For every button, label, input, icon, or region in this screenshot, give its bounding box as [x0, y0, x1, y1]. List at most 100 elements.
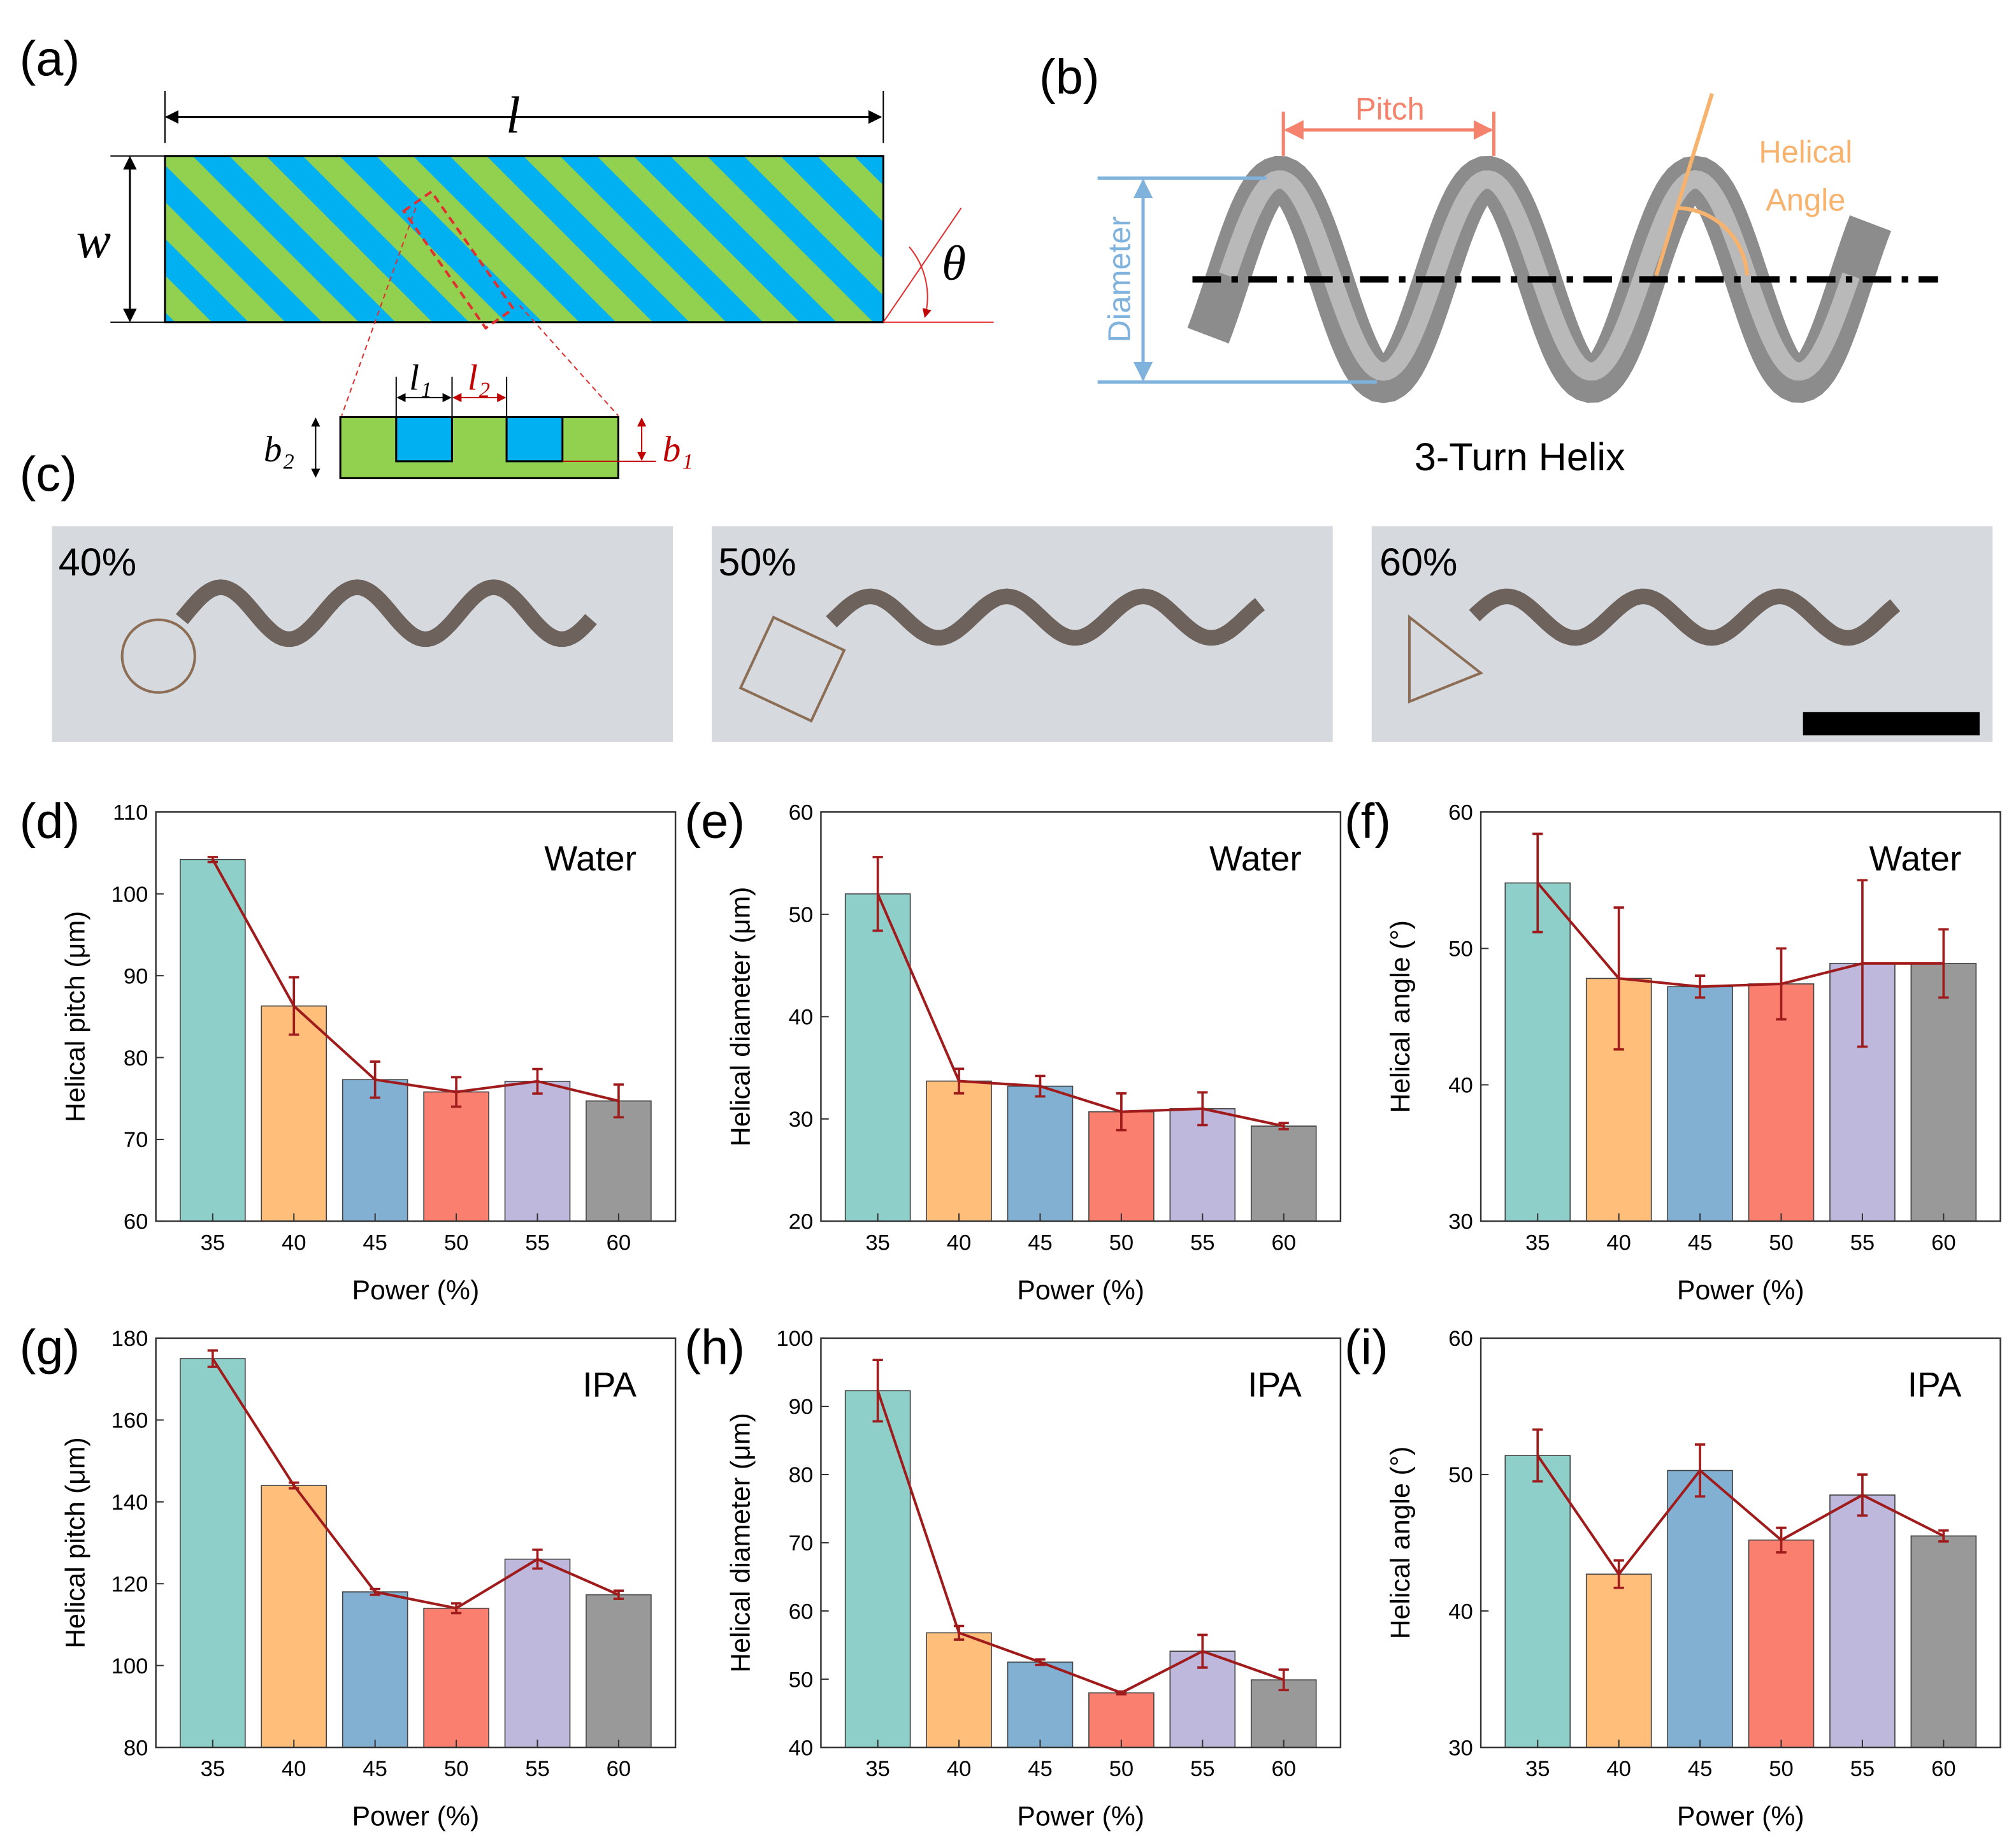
error-bar	[207, 856, 218, 863]
x-tick-label: 60	[607, 1231, 631, 1255]
x-axis-label: Power (%)	[1017, 1275, 1144, 1306]
y-tick-label: 100	[112, 883, 148, 907]
x-tick-label: 40	[947, 1231, 972, 1255]
bar	[926, 1632, 992, 1748]
y-tick-label: 100	[112, 1654, 148, 1679]
x-axis-label: Power (%)	[1017, 1801, 1144, 1831]
helix-image	[176, 579, 597, 647]
error-bar	[1197, 1091, 1208, 1127]
bar	[1585, 1573, 1652, 1748]
error-bar	[613, 1589, 624, 1600]
diagram-a: (a) l w θ l₁ l₂ b₂ b₁	[20, 31, 994, 479]
y-tick-label: 40	[789, 1736, 814, 1760]
strip	[164, 155, 884, 324]
y-tick-label: 30	[1448, 1736, 1473, 1760]
panel-label: (c)	[20, 447, 77, 502]
head	[1408, 614, 1484, 704]
error-bar	[1197, 1633, 1208, 1669]
error-bar	[872, 1359, 883, 1423]
arc	[1675, 206, 1750, 276]
arc	[909, 246, 932, 318]
line	[341, 207, 417, 416]
x-tick-label: 35	[1525, 1231, 1550, 1255]
annotation: IPA	[1248, 1365, 1302, 1404]
x-tick-label: 45	[363, 1231, 387, 1255]
bar	[1504, 1455, 1571, 1748]
y-tick-label: 40	[1448, 1074, 1473, 1098]
y-tick-label: 30	[1448, 1210, 1473, 1234]
x-tick-label: 55	[1190, 1231, 1215, 1255]
y-tick-label: 80	[124, 1736, 148, 1760]
diagram-b: (b) Pitch Helical Angle Diameter 3-Turn …	[1039, 50, 1938, 479]
error-bar	[1938, 1529, 1949, 1543]
x-tick-label: 50	[1109, 1757, 1134, 1781]
x-axis-label: Power (%)	[1677, 1801, 1804, 1831]
scale-bar	[1803, 712, 1980, 735]
y-tick-label: 60	[1448, 1327, 1473, 1351]
panel-label: (h)	[684, 1320, 745, 1375]
y-tick-label: 160	[112, 1409, 148, 1433]
label: b₁	[663, 430, 693, 470]
error-bar	[1776, 947, 1787, 1021]
error-bar	[613, 1083, 624, 1119]
micrographs: (c) 40% 50% 60%	[20, 447, 1993, 742]
x-tick-label: 45	[1028, 1231, 1053, 1255]
x-axis-label: Power (%)	[352, 1275, 479, 1306]
annotation: Water	[544, 839, 637, 878]
axes-frame	[1480, 1337, 2001, 1749]
image-label: 60%	[1379, 540, 1457, 584]
y-tick-label: 50	[789, 903, 814, 927]
y-tick-label: 40	[1448, 1599, 1473, 1624]
bar	[1007, 1085, 1074, 1222]
y-tick-label: 120	[112, 1572, 148, 1596]
panel-label: (a)	[20, 31, 80, 86]
y-axis-label: Helical diameter (μm)	[725, 1413, 756, 1673]
annotation: Water	[1869, 839, 1962, 878]
panel-label: (g)	[20, 1320, 80, 1375]
x-tick-label: 55	[525, 1757, 550, 1781]
error-bar	[1694, 1443, 1706, 1498]
x-tick-label: 50	[444, 1757, 469, 1781]
label: Angle	[1766, 183, 1845, 217]
error-bar	[1532, 832, 1543, 934]
error-bar	[289, 1481, 299, 1490]
line	[1654, 92, 1714, 277]
panel-label: (b)	[1039, 50, 1100, 105]
x-tick-label: 55	[1850, 1231, 1875, 1255]
bar	[342, 1079, 408, 1222]
x-tick-label: 35	[865, 1231, 890, 1255]
x-tick-label: 35	[201, 1757, 226, 1781]
x-tick-label: 60	[1931, 1231, 1956, 1255]
label: b₂	[264, 430, 294, 470]
x-tick-label: 50	[1109, 1231, 1134, 1255]
x-tick-label: 40	[947, 1757, 972, 1781]
cross-section	[339, 415, 619, 479]
y-tick-label: 80	[789, 1463, 814, 1487]
x-tick-label: 60	[1931, 1757, 1956, 1781]
x-tick-label: 45	[363, 1757, 387, 1781]
bar	[844, 1390, 911, 1748]
annotation: Water	[1209, 839, 1302, 878]
line	[882, 207, 962, 323]
trend-line	[212, 858, 619, 1102]
x-tick-label: 40	[1606, 1757, 1631, 1781]
x-axis-label: Power (%)	[352, 1801, 479, 1831]
error-bar	[1035, 1074, 1046, 1098]
y-tick-label: 80	[124, 1046, 148, 1071]
y-tick-label: 100	[776, 1327, 813, 1351]
line	[519, 305, 619, 417]
bar	[1748, 1539, 1815, 1748]
axes-frame	[155, 1337, 677, 1749]
bar	[926, 1080, 992, 1222]
label: Helical	[1759, 135, 1852, 170]
y-tick-label: 40	[789, 1006, 814, 1030]
x-tick-label: 45	[1688, 1231, 1713, 1255]
error-bar	[450, 1602, 462, 1615]
annotation: IPA	[1908, 1365, 1962, 1404]
bar	[1007, 1661, 1074, 1748]
helix-image	[1469, 588, 1901, 646]
helix-image	[826, 588, 1265, 646]
label: l	[506, 86, 521, 144]
y-axis-label: Helical diameter (μm)	[725, 887, 756, 1147]
bar	[342, 1591, 408, 1748]
